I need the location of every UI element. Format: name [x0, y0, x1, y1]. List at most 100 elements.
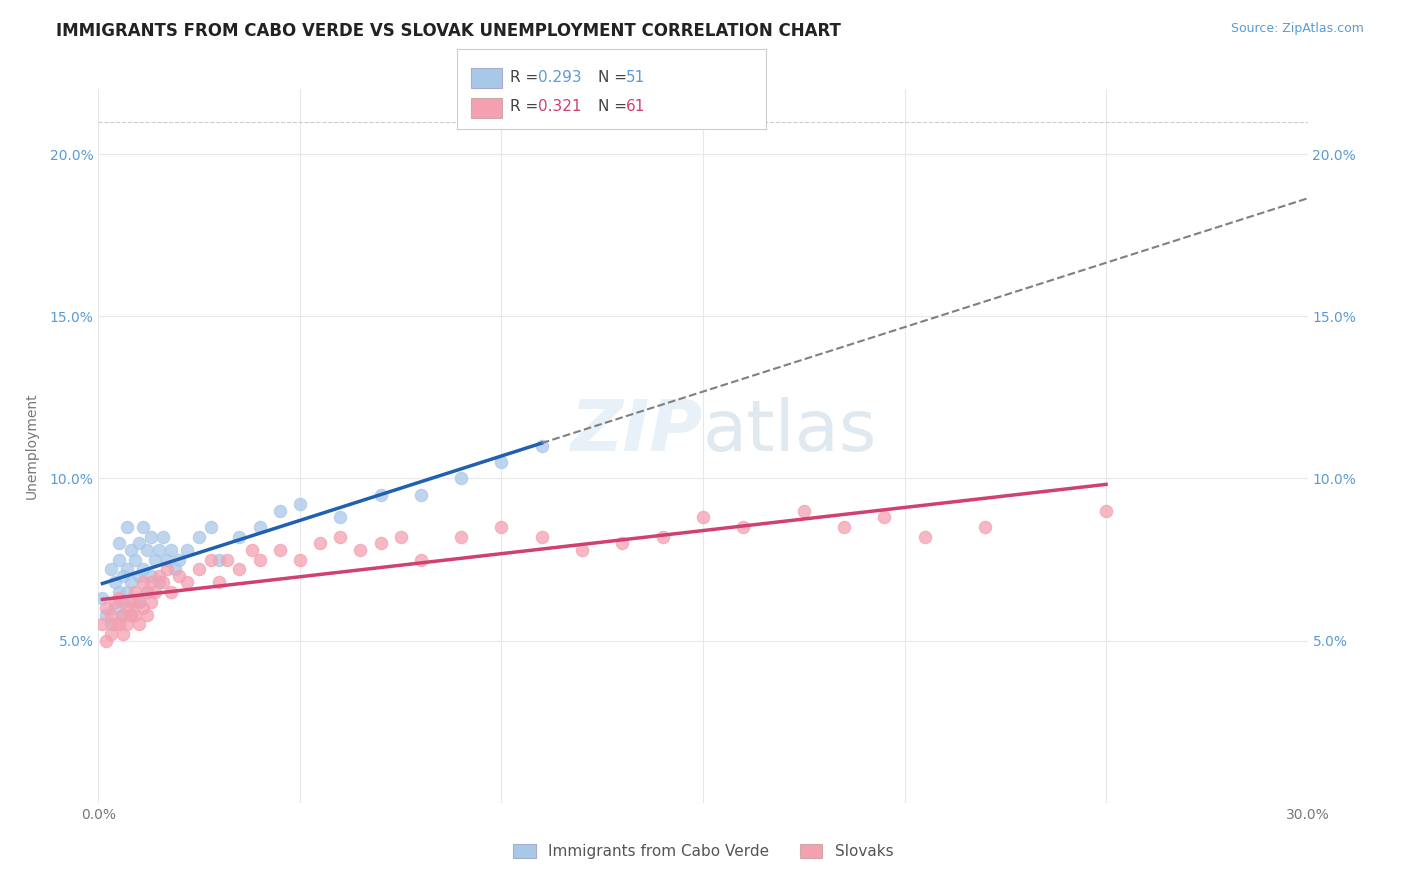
- Point: [148, 575, 170, 590]
- Point: [115, 562, 138, 576]
- Text: IMMIGRANTS FROM CABO VERDE VS SLOVAK UNEMPLOYMENT CORRELATION CHART: IMMIGRANTS FROM CABO VERDE VS SLOVAK UNE…: [56, 22, 841, 40]
- Point: [111, 607, 134, 622]
- Point: [135, 607, 157, 622]
- Point: [228, 562, 250, 576]
- Point: [135, 585, 157, 599]
- Point: [124, 585, 146, 599]
- Point: [132, 575, 155, 590]
- Point: [228, 530, 250, 544]
- Point: [389, 530, 412, 544]
- Point: [450, 530, 472, 544]
- Point: [240, 542, 263, 557]
- Point: [914, 530, 936, 544]
- Point: [156, 552, 179, 566]
- Point: [124, 552, 146, 566]
- Point: [107, 536, 129, 550]
- Text: N =: N =: [598, 70, 631, 85]
- Point: [163, 562, 186, 576]
- Point: [329, 510, 352, 524]
- Point: [530, 530, 553, 544]
- Point: [103, 601, 125, 615]
- Point: [143, 585, 166, 599]
- Point: [160, 542, 183, 557]
- Point: [160, 585, 183, 599]
- Point: [249, 520, 271, 534]
- Point: [107, 552, 129, 566]
- Text: R =: R =: [510, 70, 544, 85]
- Point: [208, 552, 231, 566]
- Point: [124, 595, 146, 609]
- Point: [132, 601, 155, 615]
- Point: [115, 585, 138, 599]
- Text: N =: N =: [598, 99, 631, 114]
- Point: [450, 471, 472, 485]
- Point: [128, 595, 150, 609]
- Point: [111, 568, 134, 582]
- Point: [176, 542, 198, 557]
- Point: [132, 562, 155, 576]
- Point: [115, 601, 138, 615]
- Y-axis label: Unemployment: Unemployment: [24, 392, 38, 500]
- Point: [128, 617, 150, 632]
- Point: [370, 488, 392, 502]
- Point: [288, 552, 311, 566]
- Point: [120, 607, 142, 622]
- Point: [111, 595, 134, 609]
- Text: atlas: atlas: [703, 397, 877, 467]
- Point: [733, 520, 755, 534]
- Point: [409, 552, 432, 566]
- Point: [309, 536, 332, 550]
- Point: [832, 520, 855, 534]
- Point: [148, 568, 170, 582]
- Point: [152, 530, 174, 544]
- Text: 51: 51: [626, 70, 645, 85]
- Point: [135, 585, 157, 599]
- Point: [91, 591, 114, 606]
- Point: [100, 562, 122, 576]
- Point: [349, 542, 371, 557]
- Point: [139, 568, 162, 582]
- Text: ZIP: ZIP: [571, 397, 703, 467]
- Point: [107, 585, 129, 599]
- Point: [288, 497, 311, 511]
- Point: [128, 536, 150, 550]
- Text: 61: 61: [626, 99, 645, 114]
- Point: [152, 575, 174, 590]
- Point: [143, 552, 166, 566]
- Point: [200, 520, 222, 534]
- Point: [176, 575, 198, 590]
- Point: [217, 552, 239, 566]
- Point: [120, 607, 142, 622]
- Text: Source: ZipAtlas.com: Source: ZipAtlas.com: [1230, 22, 1364, 36]
- Point: [269, 542, 291, 557]
- Point: [156, 562, 179, 576]
- Point: [269, 504, 291, 518]
- Legend: Immigrants from Cabo Verde, Slovaks: Immigrants from Cabo Verde, Slovaks: [513, 845, 893, 859]
- Point: [491, 455, 513, 469]
- Text: 0.321: 0.321: [538, 99, 582, 114]
- Point: [208, 575, 231, 590]
- Point: [148, 542, 170, 557]
- Point: [139, 575, 162, 590]
- Point: [873, 510, 896, 524]
- Point: [96, 607, 118, 622]
- Point: [167, 568, 190, 582]
- Point: [491, 520, 513, 534]
- Point: [135, 542, 157, 557]
- Point: [96, 633, 118, 648]
- Point: [103, 617, 125, 632]
- Point: [692, 510, 714, 524]
- Point: [200, 552, 222, 566]
- Point: [139, 595, 162, 609]
- Point: [128, 595, 150, 609]
- Point: [111, 607, 134, 622]
- Point: [128, 568, 150, 582]
- Point: [107, 591, 129, 606]
- Point: [120, 542, 142, 557]
- Point: [530, 439, 553, 453]
- Point: [120, 595, 142, 609]
- Point: [124, 607, 146, 622]
- Point: [167, 552, 190, 566]
- Point: [96, 601, 118, 615]
- Point: [103, 595, 125, 609]
